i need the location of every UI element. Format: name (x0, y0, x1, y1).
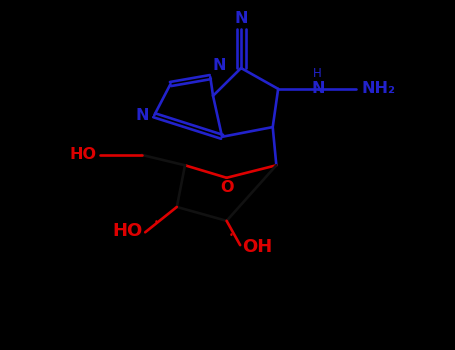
Text: O: O (220, 180, 233, 195)
Text: HO: HO (113, 222, 143, 239)
Text: •: • (229, 231, 233, 240)
Text: HO: HO (69, 147, 96, 162)
Text: N: N (234, 12, 248, 26)
Text: N: N (212, 58, 226, 73)
Text: N: N (135, 108, 149, 123)
Text: OH: OH (243, 238, 273, 256)
Text: H: H (313, 67, 321, 80)
Text: NH₂: NH₂ (362, 82, 396, 96)
Text: •: • (154, 218, 159, 227)
Text: N: N (311, 82, 325, 96)
